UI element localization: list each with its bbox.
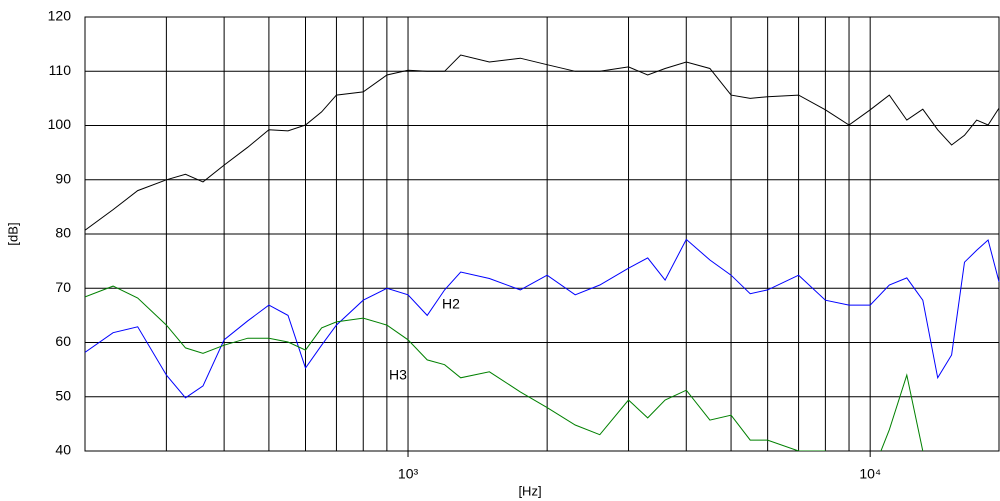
y-tick-label: 120	[48, 8, 72, 24]
series-group	[85, 54, 1000, 451]
y-tick-label: 70	[55, 279, 71, 295]
y-tick-label: 110	[49, 62, 72, 78]
y-tick-label: 60	[55, 333, 71, 349]
series-label: H3	[389, 367, 407, 383]
y-axis-label: [dB]	[5, 222, 20, 245]
series-line	[85, 238, 1000, 399]
x-tick-label: 10⁴	[859, 466, 881, 482]
y-tick-label: 50	[55, 387, 71, 403]
y-tick-label: 80	[55, 225, 71, 241]
y-tick-label: 90	[55, 170, 71, 186]
x-tick-label: 10³	[398, 466, 419, 482]
y-tick-label: 100	[48, 116, 72, 132]
series-line	[85, 54, 1000, 231]
series-line	[85, 285, 924, 451]
x-axis-label: [Hz]	[518, 483, 541, 498]
series-label: H2	[442, 296, 460, 312]
y-tick-label: 40	[55, 442, 71, 458]
